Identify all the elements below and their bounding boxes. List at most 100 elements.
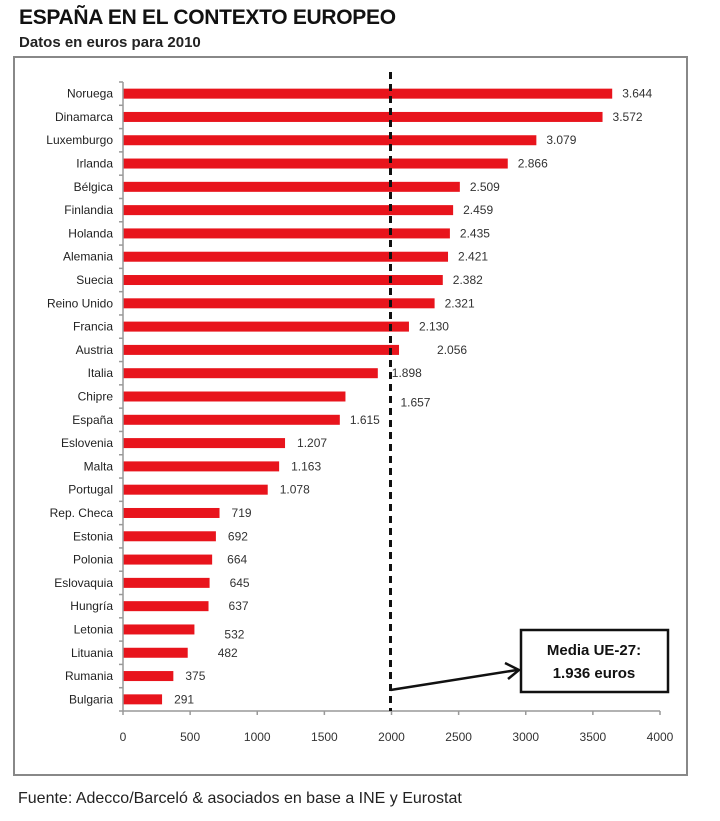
value-label: 1.898	[392, 366, 422, 380]
value-label: 2.321	[445, 296, 475, 310]
value-label: 637	[229, 599, 249, 613]
x-tick-label: 2000	[378, 730, 405, 744]
value-label: 3.079	[546, 133, 576, 147]
category-label: Suecia	[76, 273, 113, 287]
category-label: Eslovaquia	[54, 576, 113, 590]
category-label: Rep. Checa	[50, 506, 114, 520]
axes-group: Noruega Dinamarca Luxemburgo Irlanda Bélgica…	[46, 81, 674, 744]
value-label: 2.421	[458, 250, 488, 264]
arrow-head-icon	[504, 661, 522, 680]
category-label: Bélgica	[74, 180, 114, 194]
x-tick-label: 3000	[512, 730, 539, 744]
source-note: Fuente: Adecco/Barceló & asociados en ba…	[18, 790, 462, 807]
category-label: Malta	[84, 459, 114, 473]
x-tick-label: 4000	[647, 730, 674, 744]
bar	[123, 205, 454, 216]
bar	[123, 344, 400, 355]
bar	[123, 577, 210, 588]
category-label: Finlandia	[64, 203, 113, 217]
x-tick-label: 0	[120, 730, 127, 744]
category-label: Estonia	[73, 529, 113, 543]
annotation-arrow	[390, 668, 518, 692]
bar	[123, 251, 449, 262]
value-label: 2.382	[453, 273, 483, 287]
category-label: Reino Unido	[47, 296, 113, 310]
chart-title: ESPAÑA EN EL CONTEXTO EUROPEO	[19, 6, 396, 29]
chart-subtitle: Datos en euros para 2010	[19, 34, 201, 51]
category-label: Dinamarca	[55, 110, 113, 124]
value-label: 2.130	[419, 320, 449, 334]
annotation-line2: 1.936 euros	[553, 665, 636, 682]
category-label: Eslovenia	[61, 436, 113, 450]
value-label: 1.207	[297, 436, 327, 450]
bar	[123, 601, 209, 612]
value-label: 532	[224, 627, 244, 641]
value-label: 3.572	[613, 110, 643, 124]
annotation-line1: Media UE-27:	[547, 642, 641, 659]
x-tick-label: 500	[180, 730, 200, 744]
bar	[123, 414, 340, 425]
bar	[123, 461, 280, 472]
category-label: Bulgaria	[69, 692, 113, 706]
value-label: 3.644	[622, 87, 652, 101]
value-label: 664	[227, 553, 247, 567]
category-label: Polonia	[73, 553, 113, 567]
annotation-box	[519, 628, 670, 694]
category-label: Letonia	[74, 622, 114, 636]
x-tick-label: 2500	[445, 730, 472, 744]
category-label: Rumania	[65, 669, 113, 683]
bar	[123, 368, 378, 379]
category-label: Austria	[76, 343, 114, 357]
bar	[123, 135, 537, 146]
value-label: 2.459	[463, 203, 493, 217]
category-label: Hungría	[70, 599, 113, 613]
bar	[123, 694, 163, 705]
category-label: Noruega	[67, 87, 113, 101]
bar	[123, 624, 195, 635]
chart-frame	[13, 56, 688, 776]
bar	[123, 647, 188, 658]
bar	[123, 507, 220, 518]
value-label: 1.078	[280, 483, 310, 497]
x-tick-label: 3500	[580, 730, 607, 744]
value-label: 1.163	[291, 459, 321, 473]
value-label: 291	[174, 692, 194, 706]
value-label: 1.657	[400, 396, 430, 410]
bars-group: 3.644 3.572 3.079 2.866 2.509 2.459 2.435 2.421…	[123, 87, 653, 706]
value-label: 375	[185, 669, 205, 683]
category-label: Irlanda	[76, 157, 113, 171]
category-label: Italia	[88, 366, 114, 380]
category-label: Portugal	[68, 483, 113, 497]
x-tick-label: 1000	[244, 730, 271, 744]
category-label: Alemania	[63, 250, 113, 264]
value-label: 2.866	[518, 157, 548, 171]
value-label: 2.435	[460, 226, 490, 240]
bar	[123, 554, 213, 565]
value-label: 645	[230, 576, 250, 590]
bar	[123, 275, 443, 286]
bar	[123, 111, 603, 122]
category-label: Chipre	[78, 390, 114, 404]
bar	[123, 298, 435, 309]
x-tick-label: 1500	[311, 730, 338, 744]
bar	[123, 391, 346, 402]
bar	[123, 438, 286, 449]
annotation-group: Media UE-27: 1.936 euros	[519, 628, 670, 694]
bar	[123, 88, 613, 99]
bar	[123, 484, 268, 495]
bar	[123, 158, 508, 169]
bar	[123, 671, 174, 682]
value-label: 2.056	[437, 343, 467, 357]
bar	[123, 181, 460, 192]
category-label: Lituania	[71, 646, 113, 660]
value-label: 2.509	[470, 180, 500, 194]
value-label: 692	[228, 529, 248, 543]
category-label: Luxemburgo	[46, 133, 113, 147]
value-label: 719	[232, 506, 252, 520]
bar	[123, 228, 450, 239]
category-label: Holanda	[68, 226, 113, 240]
value-label: 482	[218, 646, 238, 660]
bar	[123, 321, 409, 332]
category-label: Francia	[73, 320, 113, 334]
